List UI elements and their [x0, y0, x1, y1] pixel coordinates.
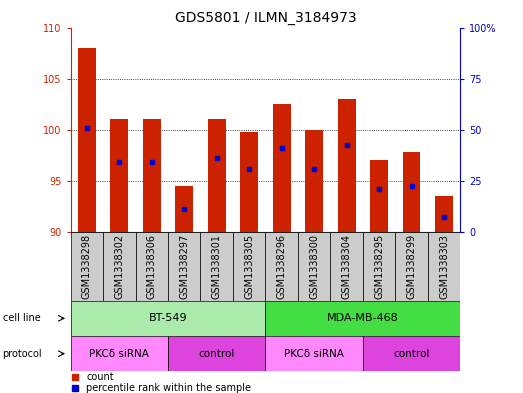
Text: MDA-MB-468: MDA-MB-468 — [327, 313, 399, 323]
Bar — [103, 232, 135, 301]
Text: count: count — [86, 373, 114, 382]
Bar — [168, 336, 266, 371]
Bar — [135, 232, 168, 301]
Text: cell line: cell line — [3, 313, 40, 323]
Text: GSM1338296: GSM1338296 — [277, 234, 287, 299]
Bar — [363, 336, 460, 371]
Text: GSM1338304: GSM1338304 — [342, 234, 351, 299]
Bar — [266, 336, 363, 371]
Text: GSM1338301: GSM1338301 — [212, 234, 222, 299]
Bar — [200, 232, 233, 301]
Bar — [395, 232, 428, 301]
Bar — [71, 232, 103, 301]
Text: GSM1338303: GSM1338303 — [439, 234, 449, 299]
Bar — [110, 119, 128, 232]
Text: PKCδ siRNA: PKCδ siRNA — [89, 349, 149, 359]
Bar — [370, 160, 388, 232]
Text: GSM1338297: GSM1338297 — [179, 233, 189, 299]
Text: percentile rank within the sample: percentile rank within the sample — [86, 383, 251, 393]
Bar — [266, 232, 298, 301]
Bar — [233, 232, 266, 301]
Bar — [305, 130, 323, 232]
Bar — [272, 104, 291, 232]
Bar — [403, 152, 420, 232]
Text: control: control — [199, 349, 235, 359]
Bar — [78, 48, 96, 232]
Text: PKCδ siRNA: PKCδ siRNA — [284, 349, 344, 359]
Bar — [298, 232, 331, 301]
Text: BT-549: BT-549 — [149, 313, 187, 323]
Bar — [143, 119, 161, 232]
Bar — [168, 232, 200, 301]
Text: control: control — [393, 349, 430, 359]
Bar — [208, 119, 225, 232]
Text: GSM1338305: GSM1338305 — [244, 234, 254, 299]
Bar — [71, 336, 168, 371]
Bar — [435, 196, 453, 232]
Text: GSM1338299: GSM1338299 — [406, 234, 416, 299]
Bar — [363, 232, 395, 301]
Bar — [175, 186, 193, 232]
Bar — [71, 301, 266, 336]
Text: GSM1338298: GSM1338298 — [82, 234, 92, 299]
Title: GDS5801 / ILMN_3184973: GDS5801 / ILMN_3184973 — [175, 11, 356, 25]
Text: GSM1338300: GSM1338300 — [309, 234, 319, 299]
Bar — [331, 232, 363, 301]
Text: GSM1338306: GSM1338306 — [147, 234, 157, 299]
Bar — [428, 232, 460, 301]
Text: GSM1338302: GSM1338302 — [115, 234, 124, 299]
Bar — [240, 132, 258, 232]
Text: protocol: protocol — [3, 349, 42, 359]
Bar — [266, 301, 460, 336]
Text: GSM1338295: GSM1338295 — [374, 233, 384, 299]
Bar — [338, 99, 356, 232]
